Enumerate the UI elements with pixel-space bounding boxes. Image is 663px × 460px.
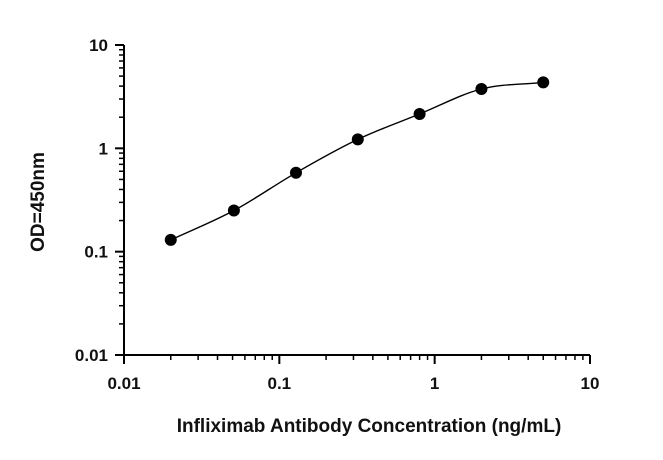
x-tick-label: 0.01 bbox=[107, 374, 140, 393]
x-tick-label: 1 bbox=[430, 374, 439, 393]
data-point bbox=[537, 76, 550, 89]
data-point bbox=[413, 107, 426, 120]
x-tick-label: 10 bbox=[581, 374, 600, 393]
y-tick-label: 1 bbox=[99, 139, 108, 158]
y-tick-label: 0.1 bbox=[84, 243, 108, 262]
y-tick-label: 10 bbox=[89, 36, 108, 55]
x-axis-title: Infliximab Antibody Concentration (ng/mL… bbox=[177, 416, 562, 437]
axes: 0.01 0.1 1 10 0.01 0.1 1 10 bbox=[75, 36, 600, 393]
data-point bbox=[227, 204, 240, 217]
fit-curve bbox=[170, 81, 544, 241]
data-point bbox=[164, 233, 177, 246]
data-point bbox=[351, 133, 364, 146]
data-point bbox=[289, 166, 302, 179]
y-axis-title: OD=450nm bbox=[28, 152, 49, 252]
y-tick-label: 0.01 bbox=[75, 346, 108, 365]
data-points bbox=[164, 76, 550, 246]
x-tick-label: 0.1 bbox=[268, 374, 292, 393]
data-point bbox=[475, 83, 488, 96]
